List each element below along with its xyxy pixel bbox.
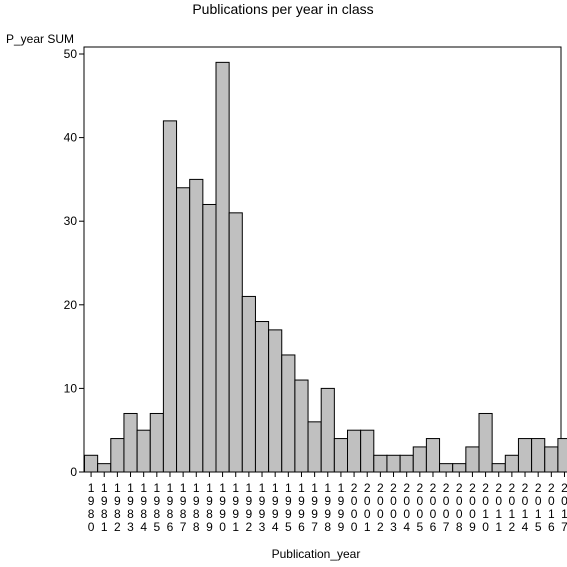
bar-2008 bbox=[452, 463, 467, 473]
y-tick-label: 30 bbox=[64, 214, 78, 228]
bar-2016 bbox=[544, 446, 559, 473]
bar-1997 bbox=[307, 421, 322, 473]
bar-1987 bbox=[176, 187, 191, 473]
bar-1982 bbox=[110, 438, 125, 473]
y-axis: 0 10 20 30 40 50 bbox=[64, 47, 84, 479]
bar-2000 bbox=[347, 429, 362, 473]
y-tick-label: 40 bbox=[64, 131, 78, 145]
bar-1983 bbox=[123, 412, 138, 473]
bar-2002 bbox=[373, 454, 388, 473]
x-axis-label: Publication_year bbox=[272, 547, 361, 561]
bar-2007 bbox=[439, 463, 454, 473]
bar-2006 bbox=[425, 438, 441, 473]
bar-2004 bbox=[399, 454, 414, 473]
bar-1988 bbox=[189, 178, 204, 473]
y-tick-label: 10 bbox=[64, 381, 78, 395]
bar-2011 bbox=[491, 463, 506, 473]
bar-1992 bbox=[241, 295, 256, 473]
x-axis: 1 9 8 0 1 9 8 1 1 9 8 2 1 9 8 3 1 9 8 4 1 9 8 5 1 9 8 6 1 9 8 7 1 9 8 8 1 9 8 9… bbox=[88, 472, 567, 534]
bar-1990 bbox=[215, 61, 230, 473]
chart-title: Publications per year in class bbox=[192, 1, 373, 17]
y-tick-label: 20 bbox=[64, 298, 78, 312]
bar-2015 bbox=[531, 438, 546, 473]
bar-1996 bbox=[294, 379, 309, 473]
y-tick-label: 50 bbox=[64, 47, 78, 61]
bar-1989 bbox=[202, 203, 217, 473]
bar-1998 bbox=[320, 387, 335, 473]
bar-1999 bbox=[333, 438, 349, 473]
bar-2001 bbox=[360, 429, 375, 473]
bar-1985 bbox=[149, 412, 164, 473]
bar-1984 bbox=[136, 429, 151, 473]
bar-2003 bbox=[386, 454, 401, 473]
bar-2017 bbox=[557, 438, 567, 473]
bar-1995 bbox=[281, 354, 296, 473]
y-tick-label: 0 bbox=[70, 465, 77, 479]
bar-1993 bbox=[254, 321, 270, 473]
bar-2012 bbox=[504, 454, 519, 473]
bar-2009 bbox=[465, 446, 480, 473]
bar-1994 bbox=[268, 329, 283, 473]
bar-2005 bbox=[412, 446, 427, 473]
bar-2010 bbox=[478, 412, 493, 473]
bar-1981 bbox=[97, 463, 112, 473]
bar-1991 bbox=[228, 212, 243, 473]
y-axis-label: P_year SUM bbox=[6, 32, 74, 46]
bar-1980 bbox=[84, 454, 99, 473]
bar-2014 bbox=[517, 438, 533, 473]
bars-group bbox=[84, 61, 567, 473]
bar-1986 bbox=[162, 120, 178, 473]
